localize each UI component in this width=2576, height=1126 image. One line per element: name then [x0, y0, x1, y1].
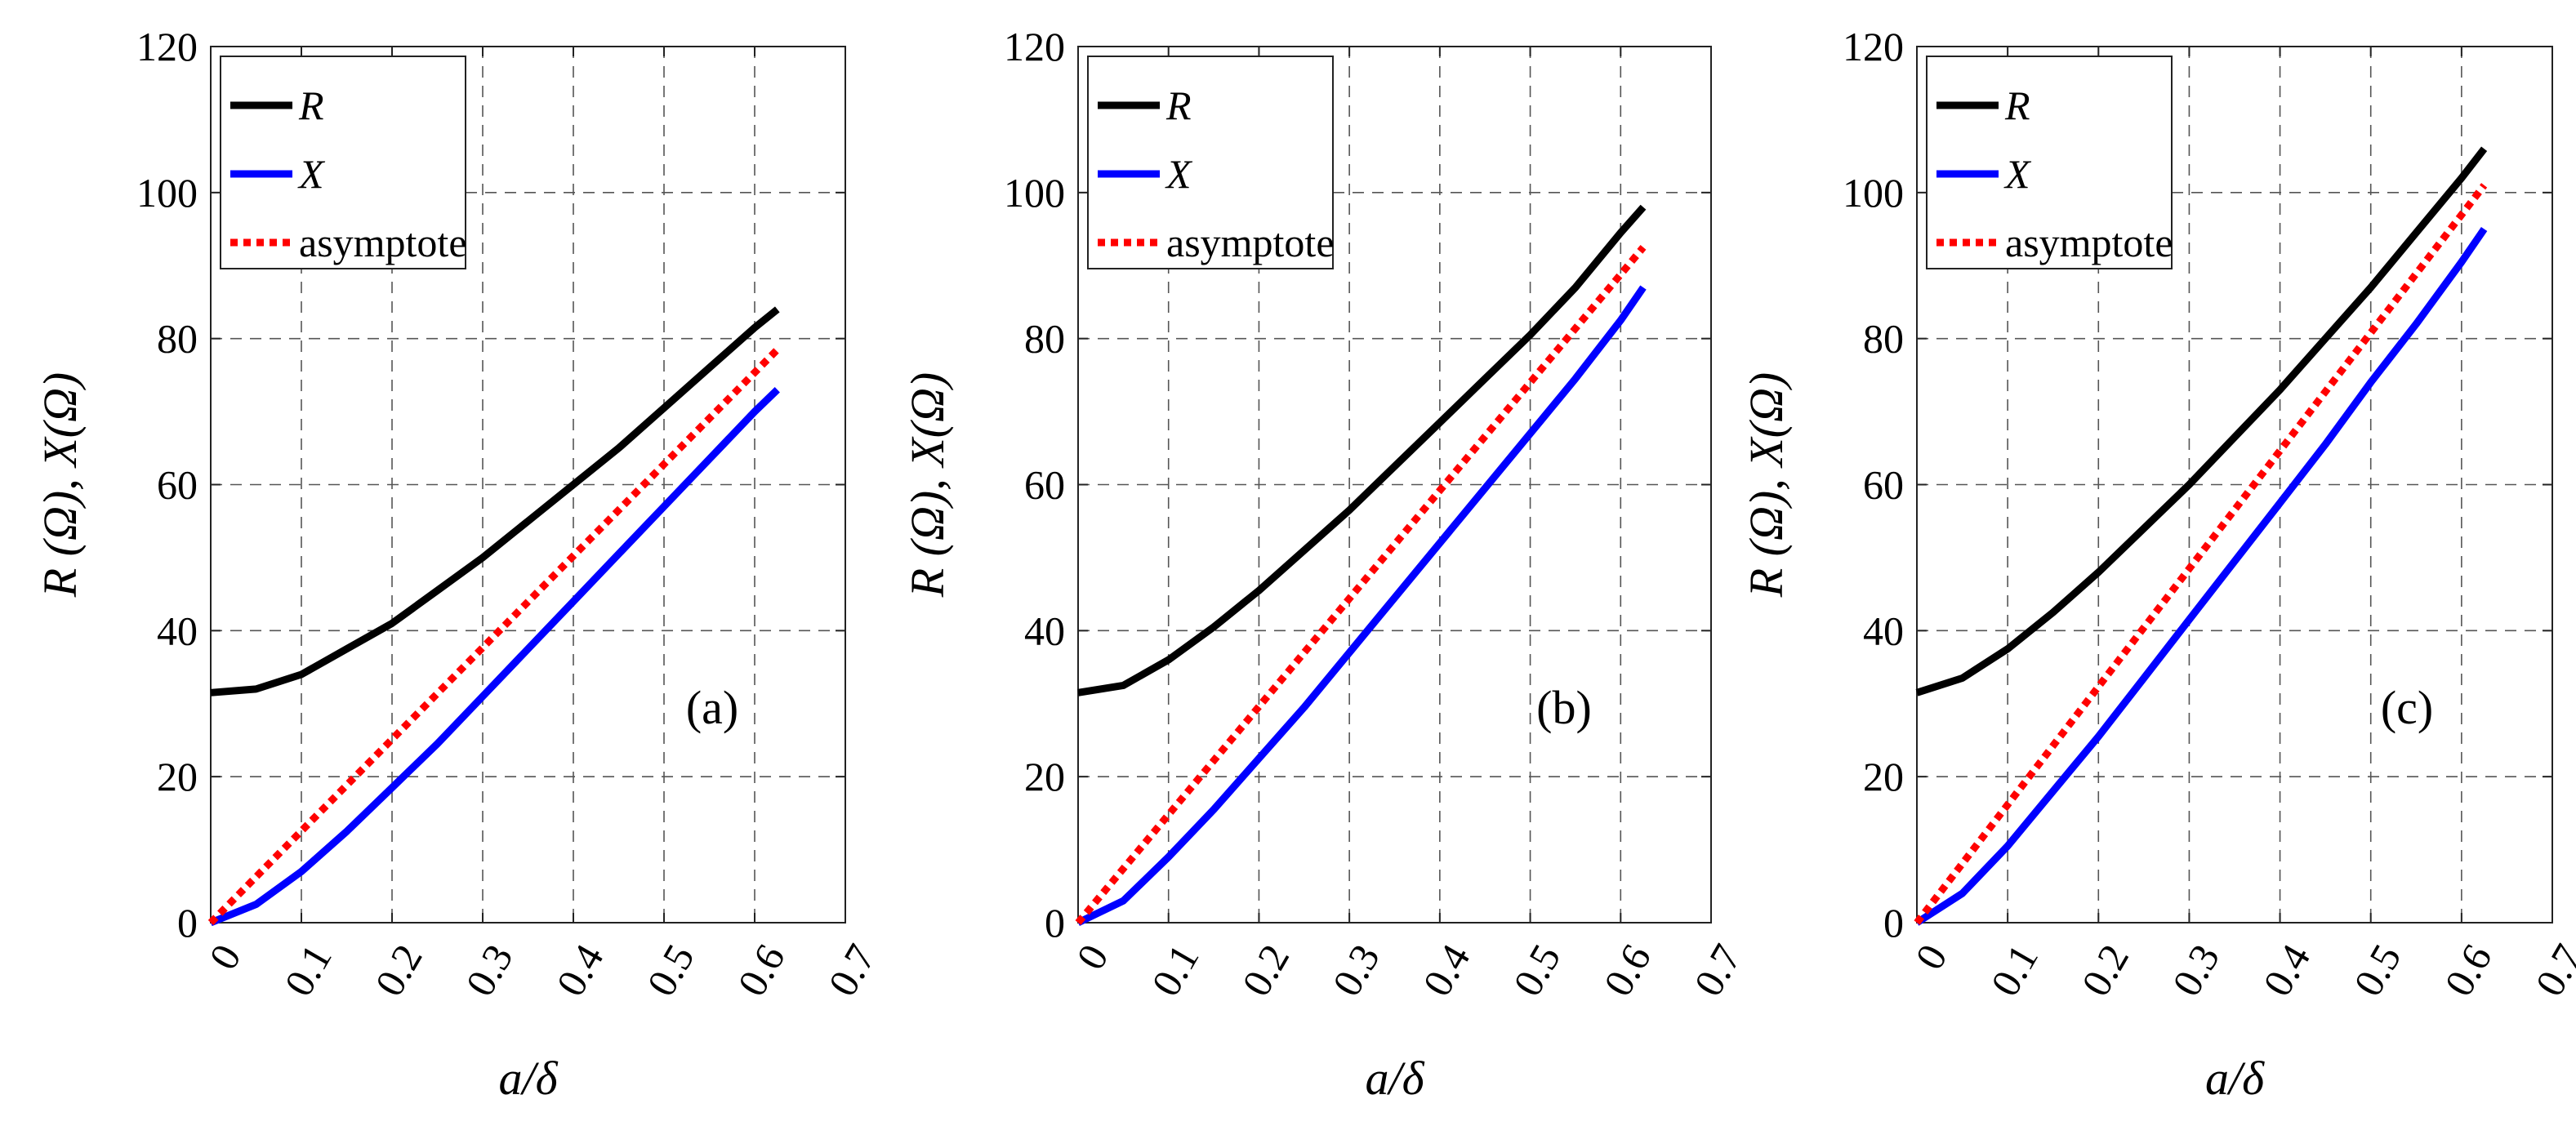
y-axis-label: R (Ω), X(Ω) [33, 372, 87, 599]
legend-label-r: R [2004, 82, 2030, 128]
y-tick-label: 100 [1843, 170, 1904, 216]
x-tick-label: 0.4 [547, 937, 613, 1004]
series-line-r [210, 306, 780, 697]
x-tick-label: 0.2 [1233, 937, 1299, 1004]
series [207, 306, 781, 927]
x-tick-label: 0.1 [275, 937, 341, 1004]
legend-label-asymptote: asymptote [1166, 220, 1335, 265]
series [1075, 204, 1647, 927]
x-tick-label: 0.7 [2526, 937, 2576, 1004]
panel-label: (b) [1536, 681, 1592, 734]
y-tick-label: 60 [1024, 462, 1065, 508]
y-tick-label: 20 [1863, 754, 1904, 799]
x-tick-label: 0.5 [2345, 937, 2410, 1004]
panel-1: 0 20 40 60 80 100 120 0 0.1 0.2 0.3 0.4 0.5 0.6 0.7 RXa… [33, 24, 885, 1105]
panel-2: 0 20 40 60 80 100 120 0 0.1 0.2 0.3 0.4 0.5 0.6 0.7 RXa… [901, 24, 1750, 1105]
y-tick-label: 100 [1004, 170, 1065, 216]
x-tick-label: 0.1 [1143, 937, 1208, 1004]
series-line-asymptote [1075, 245, 1647, 925]
x-axis-label: a/δ [1365, 1052, 1424, 1105]
x-tick-label: 0.3 [457, 937, 522, 1004]
y-tick-label: 80 [1024, 316, 1065, 362]
x-tick-label: 0.6 [2436, 937, 2501, 1004]
y-tick-label: 20 [1024, 754, 1065, 799]
series-line-asymptote [1914, 183, 2488, 925]
legend-label-x: X [1165, 151, 1193, 197]
series-line-asymptote [207, 346, 781, 926]
y-tick-label: 60 [157, 462, 198, 508]
x-tick-label: 0 [1906, 937, 1956, 977]
legend-label-asymptote: asymptote [299, 220, 467, 265]
x-tick-label: 0.6 [1594, 937, 1660, 1004]
legend-label-x: X [297, 151, 326, 197]
x-tick-label: 0.4 [1414, 937, 1479, 1004]
x-tick-label: 0.1 [1981, 937, 2047, 1004]
x-tick-label: 0.5 [638, 937, 703, 1004]
y-tick-label: 60 [1863, 462, 1904, 508]
y-tick-label: 40 [1863, 608, 1904, 653]
legend-label-r: R [1165, 82, 1192, 128]
legend-box [220, 56, 466, 269]
series-line-r [1077, 204, 1647, 697]
y-axis-label: R (Ω), X(Ω) [901, 372, 954, 599]
y-tick-label: 120 [1843, 24, 1904, 69]
legend-label-x: X [2003, 151, 2032, 197]
x-axis-label: a/δ [2205, 1052, 2265, 1105]
legend-label-asymptote: asymptote [2005, 220, 2173, 265]
y-tick-label: 20 [157, 754, 198, 799]
y-tick-label: 100 [136, 170, 198, 216]
x-tick-label: 0 [1067, 937, 1117, 977]
panel-3: 0 20 40 60 80 100 120 0 0.1 0.2 0.3 0.4 0.5 0.6 0.7 RXa… [1740, 24, 2576, 1105]
y-axis-label: R (Ω), X(Ω) [1740, 372, 1793, 599]
x-tick-label: 0.4 [2254, 937, 2320, 1004]
x-tick-label: 0.7 [819, 937, 885, 1004]
y-tick-label: 40 [1024, 608, 1065, 653]
series-line-x [209, 387, 780, 927]
series [1914, 146, 2488, 926]
y-tick-label: 80 [1863, 316, 1904, 362]
x-tick-label: 0 [200, 937, 250, 977]
x-tick-label: 0.7 [1685, 937, 1750, 1004]
x-tick-label: 0.3 [1323, 937, 1388, 1004]
y-tick-label: 0 [177, 900, 198, 946]
series-line-r [1915, 146, 2488, 697]
x-axis-label: a/δ [498, 1052, 558, 1105]
legend-box [1926, 56, 2173, 269]
x-tick-label: 0.2 [366, 937, 431, 1004]
panel-label: (c) [2381, 681, 2433, 734]
legend-box [1087, 56, 1334, 269]
x-tick-label: 0.2 [2072, 937, 2137, 1004]
x-tick-label: 0.5 [1504, 937, 1570, 1004]
y-tick-label: 0 [1883, 900, 1904, 946]
panel-label: (a) [686, 681, 738, 734]
y-tick-label: 40 [157, 608, 198, 653]
y-tick-label: 0 [1045, 900, 1065, 946]
series-line-x [1076, 285, 1647, 927]
x-tick-label: 0.6 [729, 937, 794, 1004]
series-line-x [1914, 226, 2488, 926]
x-tick-label: 0.3 [2164, 937, 2229, 1004]
y-tick-label: 120 [136, 24, 198, 69]
y-tick-label: 120 [1004, 24, 1065, 69]
y-tick-label: 80 [157, 316, 198, 362]
legend-label-r: R [298, 82, 324, 128]
